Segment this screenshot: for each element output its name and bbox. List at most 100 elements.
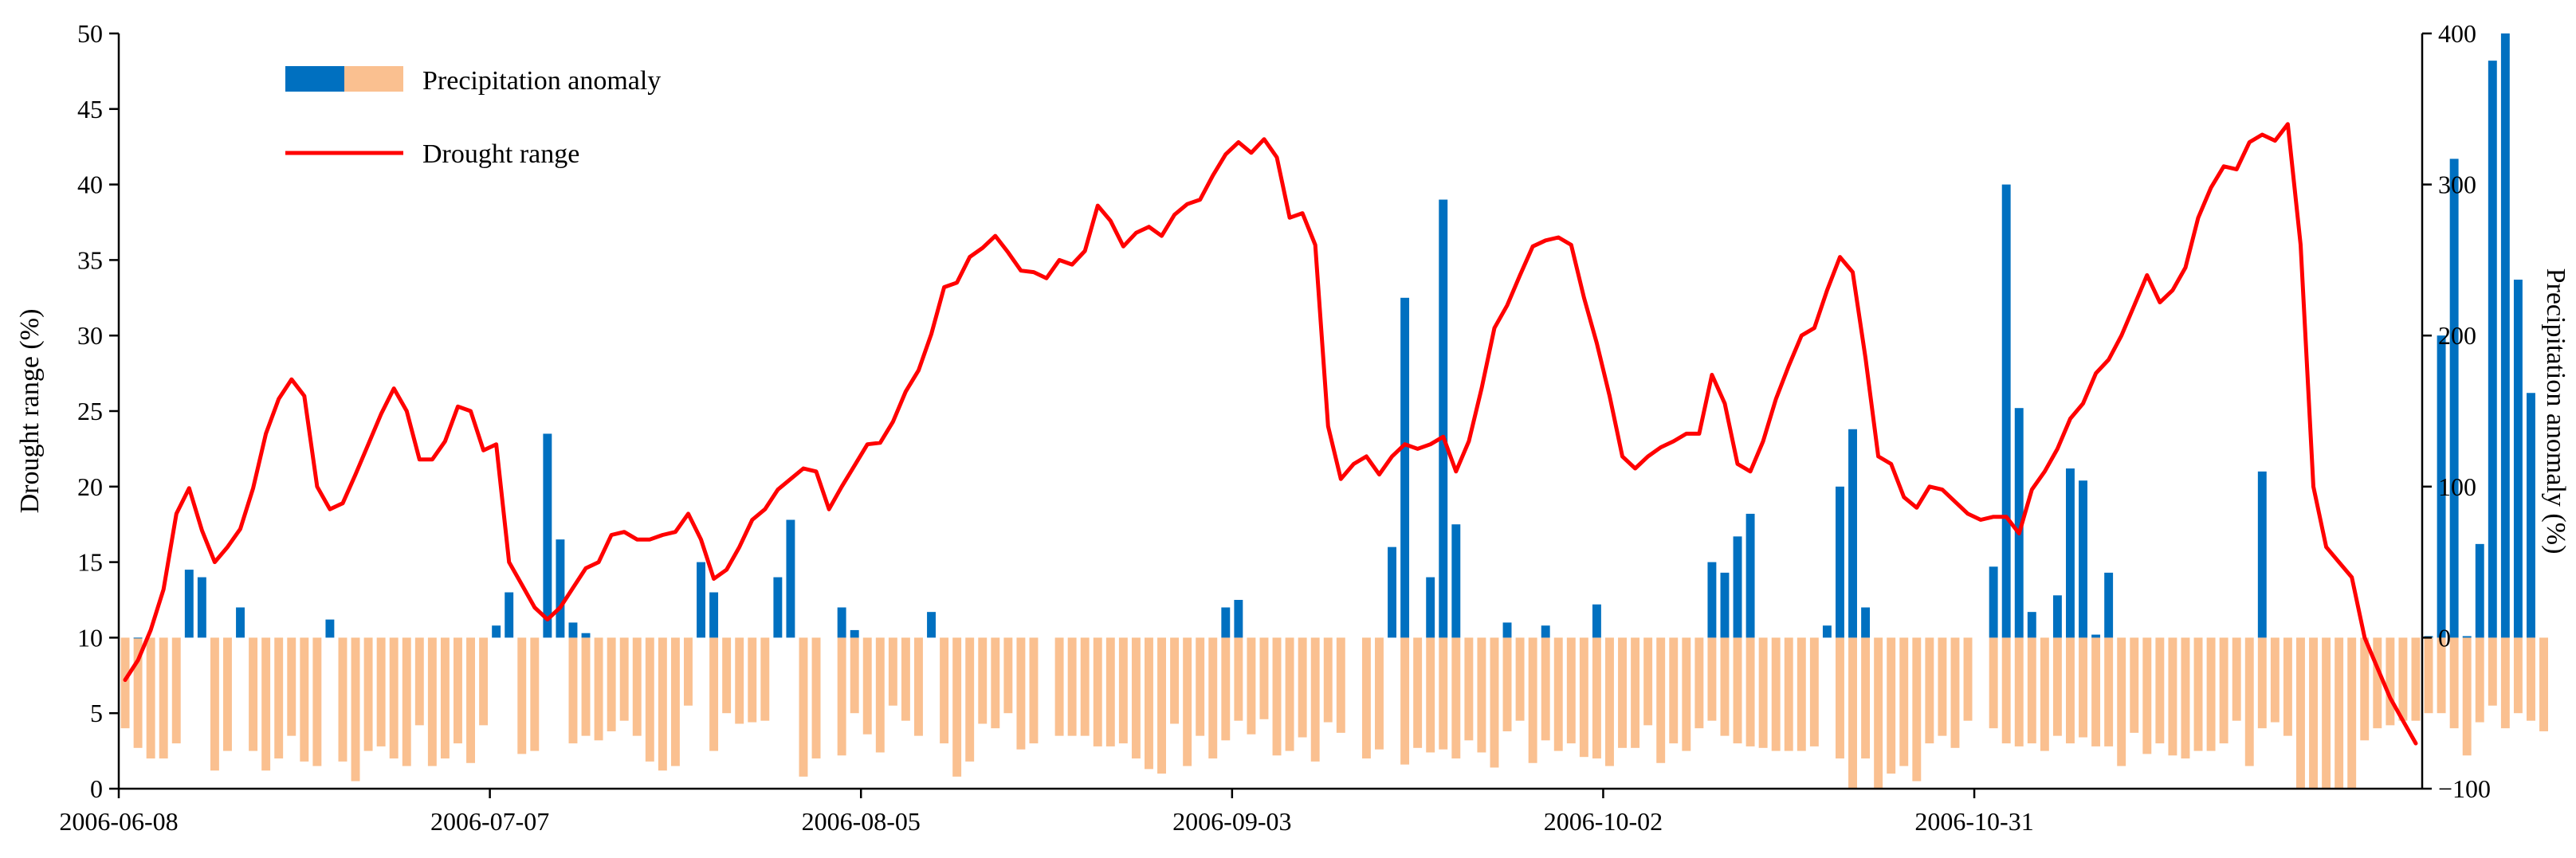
negative-bar (837, 637, 846, 756)
negative-bar (1745, 637, 1755, 746)
positive-bar (2052, 595, 2062, 638)
negative-bar (670, 637, 680, 766)
negative-bar (914, 637, 923, 736)
positive-bar (1234, 600, 1243, 638)
positive-bar (2257, 471, 2267, 638)
negative-bar (1464, 637, 1474, 741)
positive-bar (709, 592, 719, 638)
positive-bar (1733, 536, 1742, 638)
negative-bar (1131, 637, 1141, 759)
negative-bar (1631, 637, 1640, 748)
negative-bar (952, 637, 962, 777)
negative-bar (1963, 637, 1973, 721)
negative-bar (1733, 637, 1742, 744)
negative-bar (376, 637, 386, 746)
positive-bar (1822, 625, 1832, 638)
negative-bar (249, 637, 258, 751)
negative-bar (414, 637, 424, 726)
x-tick-label: 2006-10-02 (1544, 807, 1663, 836)
negative-bar (2373, 637, 2382, 729)
negative-bar (850, 637, 859, 714)
negative-bar (811, 637, 821, 759)
negative-bar (351, 637, 360, 782)
positive-bar (505, 592, 514, 638)
negative-bar (2066, 637, 2075, 744)
negative-bar (1285, 637, 1294, 751)
x-tick-label: 2006-09-03 (1172, 807, 1291, 836)
negative-bar (1912, 637, 1922, 782)
negative-bar (1272, 637, 1282, 756)
positive-bar (1388, 547, 1396, 638)
negative-bar (2232, 637, 2241, 721)
negative-bar (658, 637, 667, 771)
negative-bar (901, 637, 910, 721)
negative-bar (389, 637, 399, 759)
negative-bar (1515, 637, 1525, 721)
negative-bar (1145, 637, 1153, 770)
negative-bar (2398, 637, 2408, 721)
negative-bar (1887, 637, 1896, 774)
negative-bar (2130, 637, 2139, 733)
negative-bar (748, 637, 757, 723)
positive-bar (2449, 159, 2459, 638)
right-ticks: −100 0 100 200 300 400 (2422, 19, 2491, 803)
negative-bar (1080, 637, 1090, 736)
negative-bar (2462, 637, 2472, 756)
negative-bar (2334, 637, 2344, 789)
positive-bar (786, 519, 795, 638)
positive-bar (2027, 612, 2036, 638)
negative-bar (1592, 637, 1601, 759)
positive-bar (2091, 634, 2101, 638)
left-tick-label: 15 (77, 548, 103, 577)
positive-bar (1707, 562, 1717, 638)
positive-bar (927, 612, 936, 638)
negative-bar (1541, 637, 1550, 741)
positive-bar (2475, 543, 2484, 638)
negative-bar (2360, 637, 2370, 741)
negative-bar (1170, 637, 1180, 724)
negative-bar (2244, 637, 2254, 766)
positive-bar (492, 625, 501, 638)
positive-bar (1720, 572, 1730, 638)
positive-bar (2500, 33, 2510, 638)
negative-bar (1771, 637, 1781, 751)
negative-bar (1656, 637, 1666, 763)
negative-bar (2296, 637, 2305, 789)
x-tick-label: 2006-07-07 (430, 807, 549, 836)
negative-bar (1310, 637, 1320, 762)
left-tick-label: 50 (77, 19, 103, 48)
positive-bar (1861, 607, 1871, 638)
negative-bar (2142, 637, 2152, 754)
positive-bar (1836, 486, 1844, 638)
negative-bar (2322, 637, 2331, 789)
positive-bar (2488, 61, 2497, 638)
positive-bar (2079, 480, 2087, 638)
negative-bar (120, 637, 130, 729)
negative-bar (1029, 637, 1039, 744)
negative-bar (875, 637, 885, 753)
negative-bar (632, 637, 642, 736)
negative-bar (2513, 637, 2523, 714)
negative-bar (2193, 637, 2203, 751)
negative-bar (2270, 637, 2280, 723)
left-tick-label: 0 (90, 774, 103, 803)
positive-bar (2437, 335, 2446, 638)
negative-bar (2104, 637, 2114, 746)
positive-bar (1400, 297, 1410, 638)
negative-bar (760, 637, 770, 721)
right-tick-label: −100 (2438, 774, 2491, 803)
negative-bar (466, 637, 475, 763)
negative-bar (1259, 637, 1269, 719)
negative-bar (454, 637, 462, 744)
negative-bar (2411, 637, 2421, 721)
negative-bar (2168, 637, 2177, 756)
positive-bar (850, 629, 859, 638)
negative-bar (2206, 637, 2216, 751)
x-tick-label: 2006-10-31 (1914, 807, 2033, 836)
positive-bar (325, 619, 335, 638)
negative-bar (210, 637, 219, 771)
negative-bar (2219, 637, 2228, 744)
positive-bar (1451, 524, 1461, 638)
negative-bar (2539, 637, 2548, 731)
negative-bar (619, 637, 629, 721)
